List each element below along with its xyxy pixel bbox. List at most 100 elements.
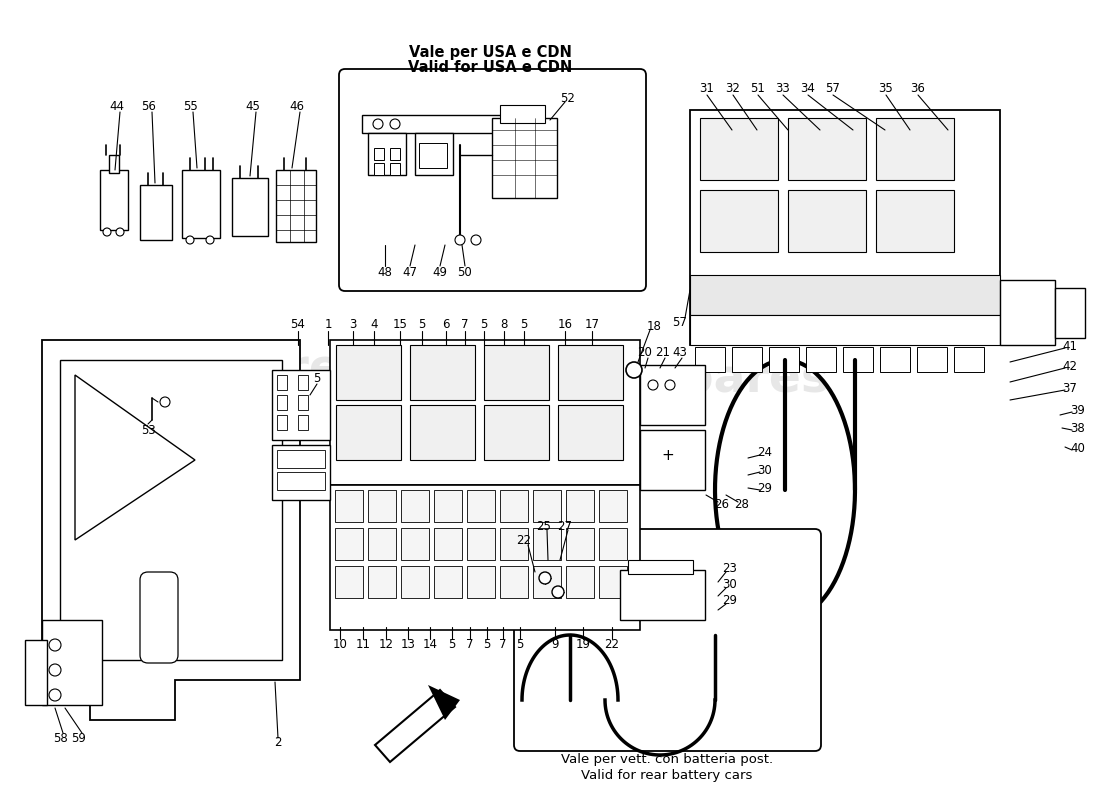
Circle shape <box>455 235 465 245</box>
Text: 44: 44 <box>110 101 124 114</box>
FancyBboxPatch shape <box>514 529 821 751</box>
Circle shape <box>373 119 383 129</box>
Text: 9: 9 <box>551 638 559 651</box>
Bar <box>140 185 172 240</box>
Text: 1: 1 <box>324 318 332 331</box>
Text: Vale per USA e CDN: Vale per USA e CDN <box>408 45 571 59</box>
Polygon shape <box>375 690 455 762</box>
Text: 15: 15 <box>393 318 407 331</box>
Text: 35: 35 <box>879 82 893 94</box>
Bar <box>534 566 561 598</box>
Circle shape <box>626 362 642 378</box>
Bar <box>690 110 1000 345</box>
Text: 46: 46 <box>289 101 305 114</box>
Text: 47: 47 <box>403 266 418 278</box>
Bar <box>1055 288 1085 338</box>
Bar <box>415 133 453 175</box>
Bar <box>468 566 495 598</box>
Text: 5: 5 <box>520 318 528 331</box>
Bar <box>558 345 623 400</box>
Text: 5: 5 <box>418 318 426 331</box>
FancyBboxPatch shape <box>140 572 178 663</box>
Circle shape <box>206 236 214 244</box>
Text: 41: 41 <box>1063 339 1078 353</box>
Bar <box>732 347 762 372</box>
Bar <box>272 445 330 500</box>
Text: 39: 39 <box>1070 403 1086 417</box>
Bar <box>390 163 400 175</box>
Text: 18: 18 <box>647 319 661 333</box>
Bar <box>277 415 287 430</box>
Bar <box>410 345 475 400</box>
Text: 30: 30 <box>758 463 772 477</box>
Bar <box>336 566 363 598</box>
Text: 56: 56 <box>142 101 156 114</box>
Text: 5: 5 <box>449 638 455 651</box>
Text: 50: 50 <box>458 266 472 278</box>
Text: 28: 28 <box>735 498 749 511</box>
Bar <box>100 170 128 230</box>
Bar <box>558 405 623 460</box>
Bar <box>500 490 528 522</box>
Circle shape <box>186 236 194 244</box>
Text: 22: 22 <box>605 638 619 651</box>
Bar <box>336 345 402 400</box>
Circle shape <box>552 586 564 598</box>
Text: 26: 26 <box>715 498 729 511</box>
Text: 55: 55 <box>183 101 197 114</box>
Text: 36: 36 <box>911 82 925 94</box>
Bar <box>690 275 1000 315</box>
Bar <box>500 566 528 598</box>
Bar <box>434 490 462 522</box>
Text: 5: 5 <box>516 638 524 651</box>
Text: 32: 32 <box>726 82 740 94</box>
Text: 16: 16 <box>558 318 572 331</box>
Bar <box>620 570 705 620</box>
Bar <box>419 143 447 168</box>
Text: 57: 57 <box>826 82 840 94</box>
Text: 14: 14 <box>422 638 438 651</box>
Polygon shape <box>428 685 460 720</box>
Bar <box>700 190 778 252</box>
Bar <box>788 118 866 180</box>
Bar <box>843 347 873 372</box>
Bar <box>1000 280 1055 345</box>
Bar <box>484 345 549 400</box>
Text: 45: 45 <box>245 101 261 114</box>
Text: 17: 17 <box>584 318 600 331</box>
Bar <box>182 170 220 238</box>
Bar <box>500 105 544 123</box>
Bar <box>628 560 693 574</box>
Text: 48: 48 <box>377 266 393 278</box>
Text: eurospares: eurospares <box>70 347 370 393</box>
Bar <box>374 163 384 175</box>
Text: 5: 5 <box>481 318 487 331</box>
Text: 23: 23 <box>723 562 737 575</box>
Bar <box>484 405 549 460</box>
Text: Vale per vett. con batteria post.: Vale per vett. con batteria post. <box>561 754 773 766</box>
Text: 54: 54 <box>290 318 306 331</box>
Circle shape <box>390 119 400 129</box>
Bar <box>566 566 594 598</box>
Text: 4: 4 <box>371 318 377 331</box>
Bar <box>876 190 954 252</box>
Text: 29: 29 <box>723 594 737 607</box>
Text: 2: 2 <box>274 737 282 750</box>
Text: 7: 7 <box>461 318 469 331</box>
Bar <box>468 528 495 560</box>
Bar <box>232 178 268 236</box>
Text: 24: 24 <box>758 446 772 459</box>
Bar <box>272 370 330 440</box>
Bar <box>402 528 429 560</box>
Bar <box>298 395 308 410</box>
Bar <box>806 347 836 372</box>
Bar <box>534 528 561 560</box>
Text: 57: 57 <box>672 315 688 329</box>
Text: 33: 33 <box>776 82 791 94</box>
Bar <box>788 190 866 252</box>
Bar <box>880 347 910 372</box>
Bar <box>600 566 627 598</box>
Bar <box>700 118 778 180</box>
Text: 34: 34 <box>801 82 815 94</box>
Circle shape <box>50 664 60 676</box>
